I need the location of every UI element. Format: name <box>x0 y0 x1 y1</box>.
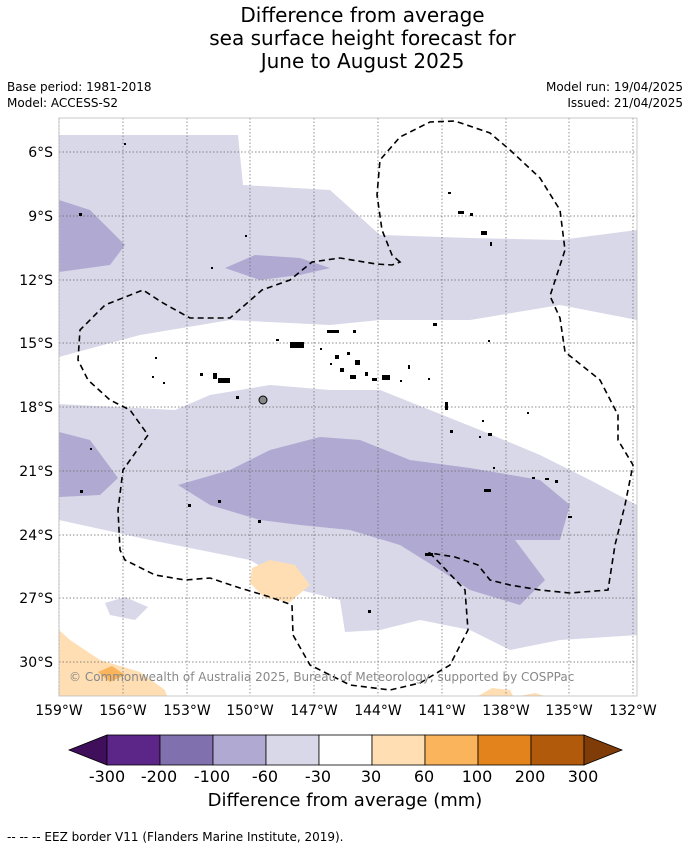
eez-legend-note: -- -- -- EEZ border V11 (Flanders Marine… <box>7 830 344 844</box>
colorbar-label: -100 <box>194 767 230 786</box>
anomaly-core-northwest <box>59 200 125 272</box>
issued-date: Issued: 21/04/2025 <box>567 96 683 110</box>
positive-patch-southwest <box>59 630 167 696</box>
positive-patch-core <box>98 666 125 682</box>
lon-label: 138°W <box>482 703 530 719</box>
colorbar-title: Difference from average (mm) <box>207 790 483 811</box>
forecast-map: © Commonwealth of Australia 2025, Bureau… <box>19 117 657 719</box>
colorbar-cell <box>424 734 479 766</box>
anomaly-core-north <box>225 255 330 280</box>
positive-patch-southeast <box>478 688 513 696</box>
anomaly-core-south <box>178 437 570 605</box>
title-line-2: sea surface height forecast for <box>209 26 516 50</box>
lat-label: 12°S <box>19 273 53 289</box>
colorbar-label: 30 <box>361 767 381 786</box>
colorbar-cell <box>265 734 320 766</box>
colorbar-cell <box>212 734 267 766</box>
positive-patch-center <box>250 560 310 602</box>
colorbar-label: 60 <box>414 767 434 786</box>
colorbar-cells <box>67 734 624 766</box>
colorbar-cell <box>371 734 426 766</box>
meta-right: Model run: 19/04/2025 Issued: 21/04/2025 <box>546 79 683 111</box>
eez-border <box>77 120 634 691</box>
longitude-labels: 159°W 156°W 153°W 150°W 147°W 144°W 141°… <box>35 703 657 719</box>
positive-patch-southeast-2 <box>520 693 545 696</box>
colorbar-extend-high <box>583 734 624 766</box>
model-name: Model: ACCESS-S2 <box>7 96 119 110</box>
lon-label: 144°W <box>354 703 402 719</box>
lon-label: 147°W <box>290 703 338 719</box>
anomaly-patch-small <box>105 597 148 620</box>
colorbar-cell <box>530 734 585 766</box>
island-markers <box>79 143 572 613</box>
base-period: Base period: 1981-2018 <box>7 80 152 94</box>
lat-label: 21°S <box>19 464 53 480</box>
colorbar-extend-low <box>67 734 108 766</box>
lon-label: 132°W <box>609 703 657 719</box>
colorbar-label: -30 <box>305 767 331 786</box>
island-outline-icon <box>258 395 268 405</box>
colorbar-labels: -300 -200 -100 -60 -30 30 60 100 200 300 <box>89 767 598 786</box>
map-title: Difference from average sea surface heig… <box>0 4 690 73</box>
latitude-labels: 6°S 9°S 12°S 15°S 18°S 21°S 24°S 27°S 30… <box>19 145 53 671</box>
lat-label: 18°S <box>19 400 53 416</box>
lon-label: 156°W <box>99 703 147 719</box>
lat-label: 6°S <box>28 145 53 161</box>
colorbar-label: 300 <box>568 767 599 786</box>
map-frame <box>58 117 638 697</box>
lat-label: 30°S <box>19 655 53 671</box>
colorbar-cell <box>318 734 373 766</box>
colorbar-label: -200 <box>141 767 177 786</box>
anomaly-shading <box>59 135 637 696</box>
lat-label: 27°S <box>19 591 53 607</box>
colorbar-label: -300 <box>89 767 125 786</box>
colorbar-label: -60 <box>252 767 278 786</box>
lon-label: 159°W <box>35 703 83 719</box>
lat-label: 15°S <box>19 336 53 352</box>
lat-label: 24°S <box>19 528 53 544</box>
lon-label: 153°W <box>163 703 211 719</box>
anomaly-core-west <box>59 432 118 497</box>
lon-label: 150°W <box>226 703 274 719</box>
colorbar: -300 -200 -100 -60 -30 30 60 100 200 300 <box>67 734 624 786</box>
model-run: Model run: 19/04/2025 <box>545 80 683 94</box>
copyright-notice: © Commonwealth of Australia 2025, Bureau… <box>69 670 574 684</box>
lon-label: 135°W <box>545 703 593 719</box>
title-line-1: Difference from average <box>240 3 485 27</box>
colorbar-label: 100 <box>462 767 493 786</box>
lat-label: 9°S <box>28 209 53 225</box>
lon-label: 141°W <box>418 703 466 719</box>
colorbar-cell <box>477 734 532 766</box>
colorbar-label: 200 <box>515 767 546 786</box>
colorbar-cell <box>159 734 214 766</box>
title-line-3: June to August 2025 <box>260 49 465 73</box>
meta-left: Base period: 1981-2018 Model: ACCESS-S2 <box>7 79 152 111</box>
anomaly-band-north <box>59 135 637 357</box>
colorbar-cell <box>106 734 161 766</box>
